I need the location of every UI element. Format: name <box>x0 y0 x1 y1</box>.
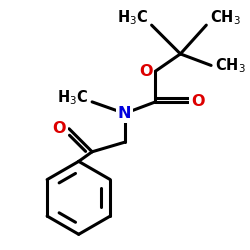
Text: O: O <box>139 64 152 79</box>
Text: H$_3$C: H$_3$C <box>57 89 88 108</box>
Text: CH$_3$: CH$_3$ <box>210 8 241 27</box>
Text: CH$_3$: CH$_3$ <box>215 56 246 75</box>
Text: O: O <box>191 94 204 110</box>
Text: N: N <box>118 106 132 121</box>
Text: O: O <box>53 121 66 136</box>
Text: H$_3$C: H$_3$C <box>116 8 148 27</box>
